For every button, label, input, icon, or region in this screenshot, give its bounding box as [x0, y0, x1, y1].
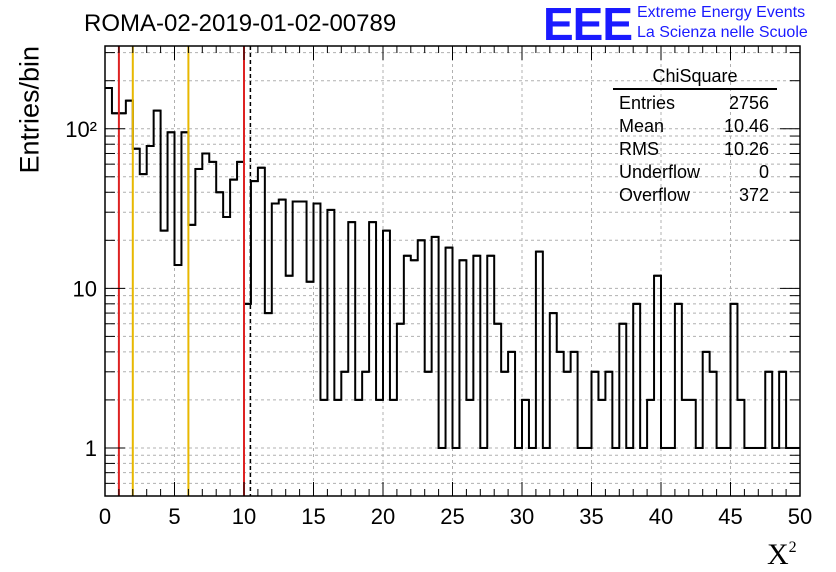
x-tick-label: 25 — [440, 504, 464, 529]
stats-value: 0 — [758, 162, 769, 182]
grid-lines — [105, 46, 800, 496]
axis-ticks — [104, 46, 801, 496]
stats-row: RMS 10.26 — [611, 138, 777, 161]
histogram-series — [105, 87, 800, 449]
y-tick-label: 10² — [65, 117, 97, 142]
chart-title: ROMA-02-2019-01-02-00789 — [84, 10, 397, 37]
stats-value: 372 — [738, 185, 769, 205]
stats-label: Mean — [619, 116, 665, 136]
stats-label: Underflow — [619, 162, 701, 182]
eee-logo: EEE — [543, 0, 633, 50]
tick-labels: 0 5 10 15 20 25 30 35 40 45 50 1 10 10² — [65, 117, 812, 529]
stats-value: 10.26 — [723, 139, 769, 159]
stats-value: 2756 — [728, 93, 769, 113]
stats-label: RMS — [619, 139, 659, 159]
x-tick-label: 40 — [649, 504, 673, 529]
stats-row: Mean 10.46 — [611, 115, 777, 138]
x-tick-label: 35 — [579, 504, 603, 529]
marker-lines — [117, 46, 252, 496]
x-tick-label: 0 — [99, 504, 111, 529]
stats-label: Overflow — [619, 185, 691, 205]
x-tick-label: 10 — [232, 504, 256, 529]
stats-title: ChiSquare — [613, 66, 777, 90]
logo-line-1: Extreme Energy Events — [637, 4, 806, 21]
logo-line-2: La Scienza nelle Scuole — [637, 24, 808, 41]
x-tick-label: 30 — [510, 504, 534, 529]
y-tick-label: 10 — [73, 276, 97, 301]
stats-label: Entries — [619, 93, 676, 113]
x-axis-label: X2 — [767, 538, 797, 571]
x-tick-label: 50 — [788, 504, 812, 529]
stats-box: ChiSquare Entries 2756 Mean 10.46 RMS 10.26 Un… — [611, 66, 777, 207]
stats-row: Overflow 372 — [611, 184, 777, 207]
y-axis-label: Entries/bin — [14, 45, 45, 174]
x-tick-label: 15 — [301, 504, 325, 529]
stats-row: Underflow 0 — [611, 161, 777, 184]
stats-value: 10.46 — [723, 116, 769, 136]
stats-row: Entries 2756 — [611, 92, 777, 115]
x-tick-label: 20 — [371, 504, 395, 529]
x-tick-label: 45 — [718, 504, 742, 529]
x-tick-label: 5 — [168, 504, 180, 529]
y-tick-label: 1 — [85, 436, 97, 461]
